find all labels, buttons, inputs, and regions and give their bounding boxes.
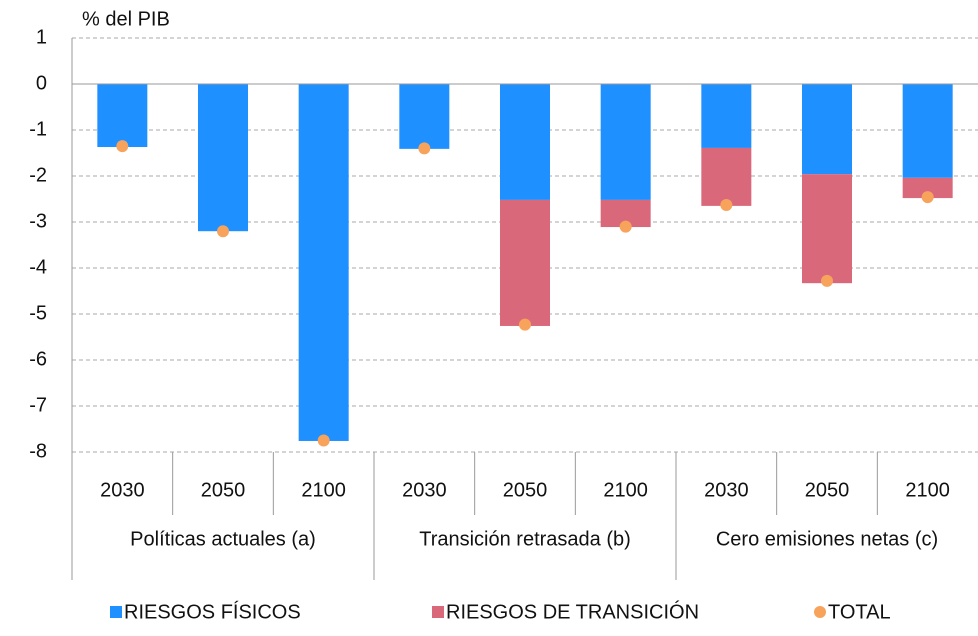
group-label: Políticas actuales (a) — [130, 528, 316, 550]
bar-segment — [902, 177, 953, 199]
x-tick-label: 2100 — [301, 479, 346, 501]
total-dot — [921, 191, 934, 204]
bar-segment — [701, 147, 752, 206]
y-tick-label: -8 — [29, 440, 47, 462]
y-axis-label: % del PIB — [82, 8, 170, 30]
legend-label: RIESGOS DE TRANSICIÓN — [446, 600, 699, 623]
x-tick-label: 2050 — [503, 479, 548, 501]
y-tick-label: -7 — [29, 394, 47, 416]
bar-segment — [500, 84, 550, 200]
x-tick-label: 2030 — [704, 479, 749, 501]
bar-segment — [802, 84, 852, 175]
x-tick-label: 2050 — [805, 479, 850, 501]
bar-segment — [399, 84, 450, 149]
legend-label: RIESGOS FÍSICOS — [124, 600, 301, 623]
legend-swatch — [110, 606, 122, 618]
bar-segment — [802, 174, 852, 284]
y-tick-label: -1 — [29, 118, 47, 140]
group-label: Cero emisiones netas (c) — [716, 528, 938, 550]
bar-segment — [298, 84, 349, 441]
x-tick-label: 2100 — [905, 479, 950, 501]
legend-swatch — [432, 606, 444, 618]
legend-swatch — [814, 606, 826, 618]
bar-segment — [902, 84, 953, 178]
legend-label: TOTAL — [828, 601, 891, 623]
x-tick-label: 2030 — [100, 479, 145, 501]
total-dot — [317, 434, 330, 447]
x-tick-label: 2050 — [201, 479, 246, 501]
x-tick-label: 2100 — [603, 479, 648, 501]
y-tick-label: -3 — [29, 210, 47, 232]
y-tick-label: 1 — [36, 26, 47, 48]
total-dot — [418, 142, 431, 155]
bar-segment — [500, 199, 550, 326]
bar-segment — [97, 84, 148, 148]
bar-segment — [701, 84, 752, 148]
y-tick-label: -6 — [29, 348, 47, 370]
total-dot — [217, 225, 229, 238]
total-dot — [116, 140, 129, 153]
total-dot — [519, 318, 531, 331]
y-tick-label: -4 — [29, 256, 47, 278]
y-tick-label: 0 — [36, 72, 47, 94]
y-tick-label: -5 — [29, 302, 47, 324]
total-dot — [619, 220, 632, 233]
bar-segment — [600, 84, 651, 200]
bar-segment — [198, 84, 248, 232]
x-tick-label: 2030 — [402, 479, 447, 501]
total-dot — [821, 274, 833, 287]
total-dot — [720, 198, 733, 211]
group-label: Transición retrasada (b) — [419, 528, 631, 550]
y-tick-label: -2 — [29, 164, 47, 186]
